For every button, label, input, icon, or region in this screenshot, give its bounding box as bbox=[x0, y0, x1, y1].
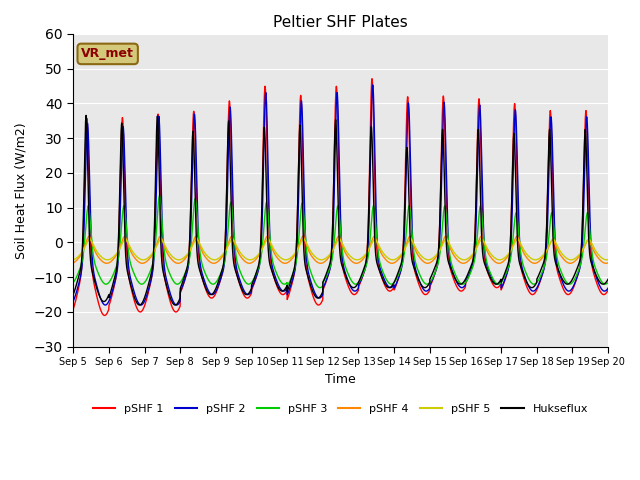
Text: VR_met: VR_met bbox=[81, 48, 134, 60]
X-axis label: Time: Time bbox=[325, 372, 356, 386]
Legend: pSHF 1, pSHF 2, pSHF 3, pSHF 4, pSHF 5, Hukseflux: pSHF 1, pSHF 2, pSHF 3, pSHF 4, pSHF 5, … bbox=[89, 399, 593, 418]
Title: Peltier SHF Plates: Peltier SHF Plates bbox=[273, 15, 408, 30]
Y-axis label: Soil Heat Flux (W/m2): Soil Heat Flux (W/m2) bbox=[15, 122, 28, 259]
